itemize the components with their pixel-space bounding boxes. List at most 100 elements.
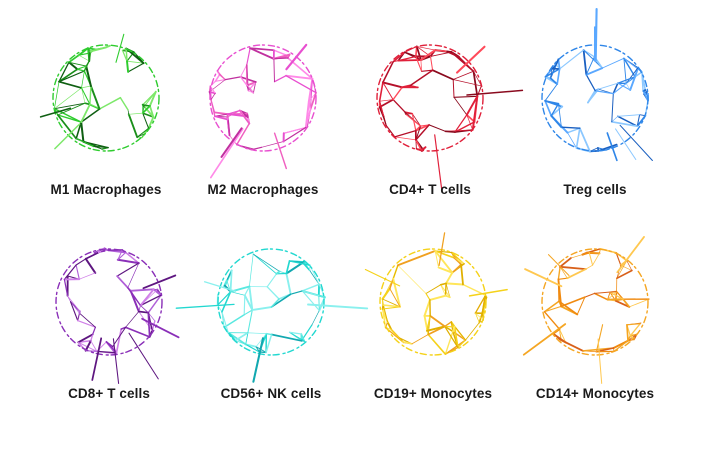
mesh-spike bbox=[142, 274, 177, 290]
mesh-edge bbox=[420, 146, 427, 152]
cell-label: M1 Macrophages bbox=[50, 182, 162, 197]
mesh-edge bbox=[308, 100, 312, 111]
mesh-edge bbox=[615, 269, 633, 280]
mesh-edge bbox=[247, 309, 253, 334]
mesh-edge bbox=[558, 103, 562, 128]
mesh-edge bbox=[611, 115, 619, 123]
mesh-edge bbox=[221, 311, 229, 334]
mesh-spike bbox=[455, 45, 486, 74]
mesh-edge bbox=[623, 57, 627, 84]
mesh-edge bbox=[385, 124, 396, 138]
mesh-edge bbox=[610, 120, 639, 128]
mesh-edge bbox=[560, 126, 581, 129]
mesh-edge bbox=[452, 79, 482, 87]
mesh-edge bbox=[142, 112, 150, 129]
mesh-edge bbox=[249, 47, 275, 52]
mesh-edge bbox=[90, 333, 94, 342]
mesh-edge bbox=[58, 68, 79, 83]
mesh-edge bbox=[301, 290, 320, 312]
mesh-edge bbox=[585, 67, 604, 76]
mesh-edge bbox=[136, 133, 144, 138]
mesh-edge bbox=[543, 305, 562, 313]
mesh-edge bbox=[89, 85, 92, 106]
mesh-edge bbox=[239, 76, 257, 83]
mesh-edge bbox=[214, 113, 229, 117]
mesh-edge bbox=[141, 105, 151, 114]
mesh-sphere-cd4-t-cells bbox=[376, 44, 524, 193]
mesh-sphere-cd56-nk-cells bbox=[175, 248, 369, 383]
mesh-edge bbox=[460, 263, 464, 286]
mesh-edge bbox=[625, 76, 636, 84]
mesh-spike bbox=[594, 7, 598, 62]
mesh-edge bbox=[411, 113, 417, 132]
mesh-spike bbox=[606, 132, 618, 162]
mesh-edge bbox=[285, 74, 314, 80]
mesh-edge bbox=[382, 304, 389, 323]
mesh-edge bbox=[115, 328, 123, 354]
mesh-edge bbox=[404, 111, 414, 115]
cell-label: Treg cells bbox=[563, 182, 627, 197]
mesh-spike bbox=[597, 338, 603, 384]
mesh-sphere-cd19-monocytes bbox=[364, 232, 508, 356]
mesh-edge bbox=[617, 76, 636, 84]
mesh-edge bbox=[429, 55, 434, 71]
mesh-edge bbox=[266, 273, 278, 288]
mesh-edge bbox=[606, 298, 625, 301]
mesh-edge bbox=[382, 306, 401, 310]
mesh-spike bbox=[203, 281, 237, 292]
mesh-edge bbox=[209, 85, 216, 94]
mesh-edge bbox=[143, 91, 157, 108]
mesh-edge bbox=[382, 304, 401, 308]
mesh-edge bbox=[598, 82, 619, 90]
mesh-edge bbox=[550, 64, 557, 79]
mesh-spike bbox=[128, 332, 159, 380]
mesh-edge bbox=[248, 285, 254, 311]
mesh-edge bbox=[444, 325, 456, 328]
sphere-rim bbox=[376, 44, 484, 152]
mesh-edge bbox=[613, 340, 629, 353]
mesh-edge bbox=[378, 98, 394, 108]
mesh-edge bbox=[290, 290, 303, 295]
mesh-edge bbox=[53, 102, 86, 110]
cell-label: CD4+ T cells bbox=[389, 182, 471, 197]
mesh-edge bbox=[465, 322, 480, 341]
mesh-edge bbox=[544, 83, 558, 102]
mesh-edge bbox=[252, 81, 257, 94]
mesh-edge bbox=[147, 116, 155, 130]
mesh-edge bbox=[75, 138, 95, 147]
mesh-edge bbox=[383, 115, 387, 127]
mesh-edge bbox=[127, 262, 140, 289]
mesh-edge bbox=[582, 49, 588, 76]
mesh-edge bbox=[414, 125, 422, 132]
mesh-sphere-cd8-t-cells bbox=[55, 247, 180, 384]
mesh-edge bbox=[616, 260, 628, 279]
mesh-edge bbox=[427, 333, 447, 355]
mesh-edge bbox=[80, 108, 101, 123]
mesh-edge bbox=[57, 102, 86, 116]
mesh-edge bbox=[444, 282, 447, 297]
mesh-edge bbox=[68, 54, 80, 64]
mesh-edge bbox=[615, 252, 622, 266]
mesh-edge bbox=[389, 288, 401, 308]
mesh-spike bbox=[54, 123, 81, 150]
mesh-spike bbox=[273, 132, 288, 170]
mesh-edge bbox=[544, 99, 553, 117]
mesh-edge bbox=[575, 127, 581, 149]
mesh-edge bbox=[626, 323, 641, 326]
mesh-edge bbox=[246, 47, 251, 66]
mesh-edge bbox=[117, 249, 123, 261]
mesh-edge bbox=[475, 312, 484, 321]
mesh-edge bbox=[429, 314, 446, 328]
mesh-edge bbox=[425, 284, 442, 294]
mesh-edge bbox=[86, 47, 96, 51]
mesh-edge bbox=[289, 331, 305, 342]
mesh-edge bbox=[90, 340, 98, 352]
mesh-edge bbox=[119, 96, 129, 111]
mesh-edge bbox=[557, 58, 561, 70]
mesh-edge bbox=[626, 260, 633, 271]
mesh-edge bbox=[444, 339, 467, 355]
mesh-edge bbox=[475, 312, 480, 323]
mesh-spike bbox=[466, 89, 524, 96]
mesh-edge bbox=[243, 309, 253, 316]
